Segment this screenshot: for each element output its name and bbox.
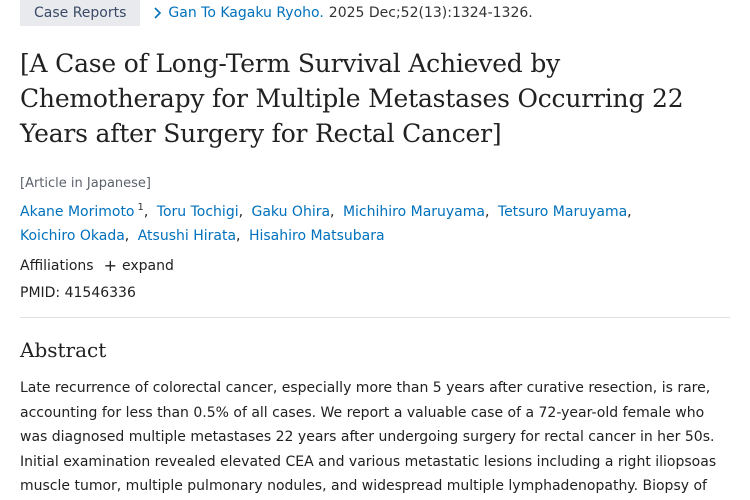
citation-details: 2025 Dec;52(13):1324-1326.: [328, 5, 533, 21]
expand-affiliations-button[interactable]: + expand: [103, 256, 174, 275]
pmid-row: PMID: 41546336: [20, 285, 136, 301]
section-divider: [20, 317, 730, 318]
plus-icon: +: [103, 256, 117, 275]
abstract-heading: Abstract: [20, 338, 107, 362]
affiliations-row: Affiliations + expand: [20, 256, 174, 275]
author-link[interactable]: Koichiro Okada: [20, 228, 125, 244]
publication-type-badge[interactable]: Case Reports: [20, 0, 141, 26]
author-link[interactable]: Atsushi Hirata: [137, 228, 237, 244]
pmid-value: 41546336: [64, 285, 136, 301]
affiliation-sup[interactable]: 1: [137, 202, 144, 213]
article-header-row: Case Reports Gan To Kagaku Ryoho. 2025 D…: [20, 0, 533, 26]
expand-label: expand: [122, 258, 174, 274]
chevron-right-icon[interactable]: [150, 6, 164, 20]
journal-link[interactable]: Gan To Kagaku Ryoho.: [168, 5, 324, 21]
language-note: [Article in Japanese]: [20, 176, 151, 191]
author-list: Akane Morimoto 1, Toru Tochigi, Gaku Ohir…: [20, 202, 632, 244]
author-link[interactable]: Gaku Ohira: [251, 204, 331, 220]
pmid-label: PMID:: [20, 285, 61, 301]
author-link[interactable]: Hisahiro Matsubara: [248, 228, 385, 244]
author-link[interactable]: Michihiro Maruyama: [342, 204, 485, 220]
journal-citation: Gan To Kagaku Ryoho. 2025 Dec;52(13):132…: [150, 5, 533, 21]
abstract-text: Late recurrence of colorectal cancer, es…: [20, 380, 717, 494]
article-title: [A Case of Long-Term Survival Achieved b…: [20, 49, 684, 148]
author-link[interactable]: Akane Morimoto: [20, 204, 135, 220]
author-link[interactable]: Tetsuro Maruyama: [497, 204, 628, 220]
affiliations-label: Affiliations: [20, 258, 94, 274]
author-link[interactable]: Toru Tochigi: [156, 204, 239, 220]
